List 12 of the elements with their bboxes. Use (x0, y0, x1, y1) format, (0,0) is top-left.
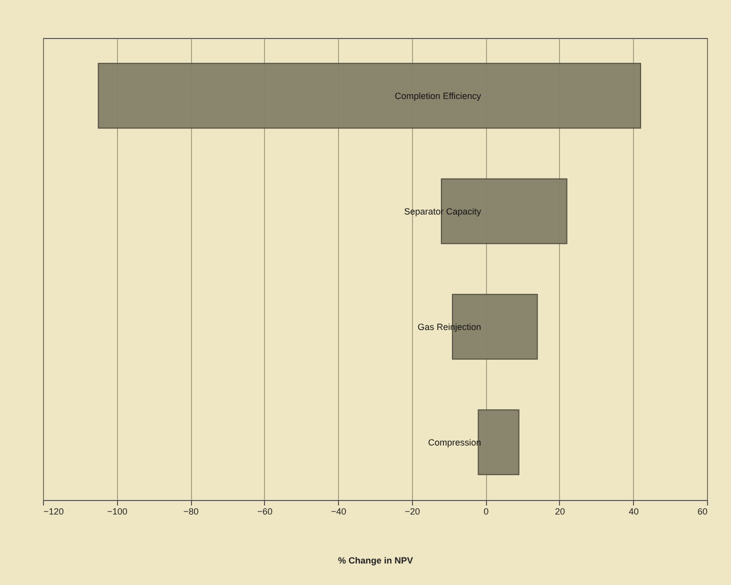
x-tick-label: 40 (628, 506, 639, 516)
x-tick-label: 20 (554, 506, 565, 516)
x-tick-label: −20 (404, 506, 420, 516)
x-tick-label: −40 (330, 506, 346, 516)
x-tick-label: 0 (484, 506, 489, 516)
x-tick-label: −120 (44, 506, 64, 516)
x-tick-label: −60 (257, 506, 272, 516)
x-axis-title: % Change in NPV (338, 556, 414, 566)
y-tick-label: Completion Efficiency (394, 90, 482, 101)
x-tick-label: −80 (183, 506, 199, 516)
x-tick-label: −100 (107, 506, 128, 516)
x-tick-label: 60 (697, 506, 708, 516)
